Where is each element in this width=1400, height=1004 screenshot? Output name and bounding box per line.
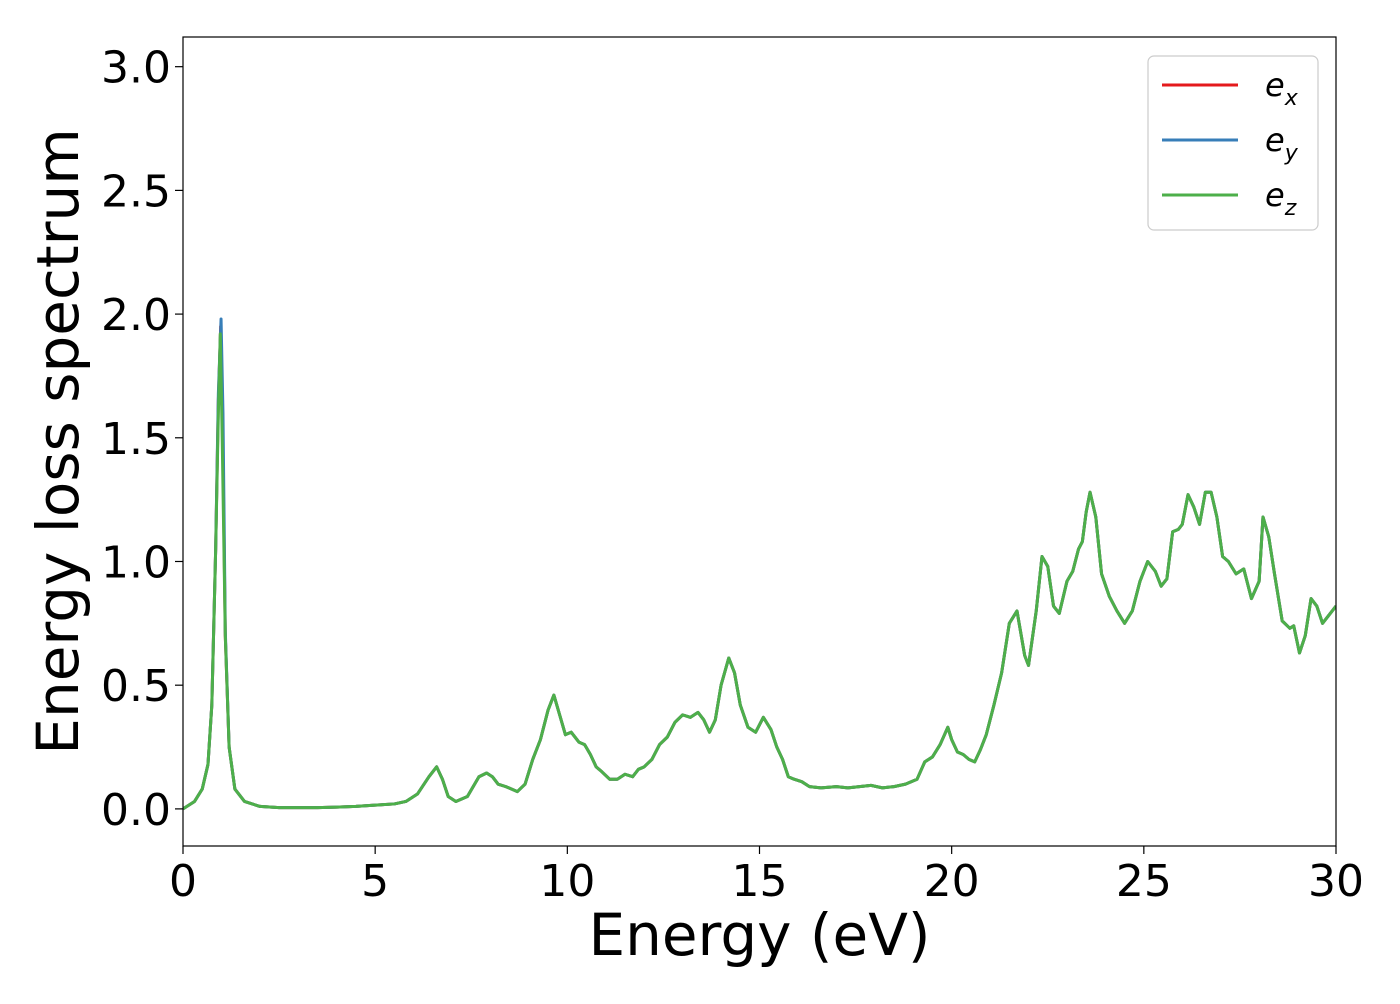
- x-tick-label: 5: [361, 856, 389, 907]
- legend-box: [1147, 55, 1319, 231]
- legend-label-x: ex: [1265, 66, 1299, 111]
- legend-label-y: ey: [1265, 121, 1299, 166]
- ticks-layer: 0 5 10 15 20 25 30 0.0 0.5 1.0 1.5 2.0 2.5 3.0: [101, 43, 1364, 907]
- x-tick-label: 0: [169, 856, 197, 907]
- series-line-z: [183, 332, 1336, 811]
- y-tick-label: 1.5: [101, 414, 171, 465]
- y-tick-label: 0.5: [101, 661, 171, 712]
- x-axis-title: Energy (eV): [588, 901, 930, 969]
- x-tick-label: 10: [539, 856, 595, 907]
- x-tick-label: 15: [732, 856, 788, 907]
- y-tick-label: 2.0: [101, 290, 171, 341]
- legend: ex ey ez: [1147, 55, 1319, 231]
- series-line-y: [183, 317, 1336, 811]
- y-tick-label: 1.0: [101, 537, 171, 588]
- y-tick-label: 3.0: [101, 43, 171, 94]
- y-axis-title: Energy loss spectrum: [24, 128, 92, 754]
- x-tick-label: 20: [924, 856, 980, 907]
- y-tick-label: 0.0: [101, 785, 171, 836]
- series-layer: [183, 317, 1336, 811]
- series-line-x: [183, 324, 1336, 811]
- legend-label-z: ez: [1265, 176, 1297, 221]
- x-tick-label: 25: [1116, 856, 1172, 907]
- x-tick-label: 30: [1308, 856, 1364, 907]
- y-tick-label: 2.5: [101, 166, 171, 217]
